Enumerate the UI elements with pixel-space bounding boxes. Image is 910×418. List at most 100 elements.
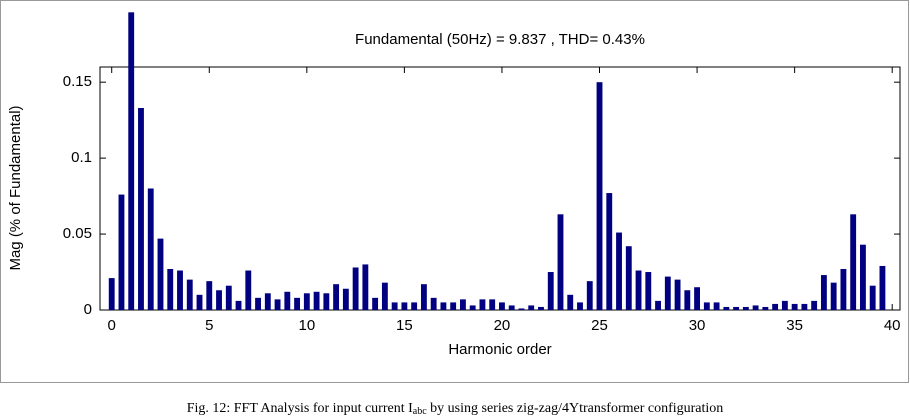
bar [840,268,847,310]
bar [557,214,564,310]
plot-area [99,66,901,311]
x-tick-label: 30 [689,317,706,334]
bar [645,272,652,310]
bar [313,291,320,310]
bar [489,299,496,310]
x-tick-label: 15 [396,317,413,334]
caption-subscript: abc [413,406,427,417]
bar [362,264,369,310]
bar [733,306,740,310]
bar [450,302,457,310]
bar [801,303,808,310]
bar [684,290,691,310]
bar [430,297,437,310]
bar [772,303,779,310]
y-axis-label: Mag (% of Fundamental) [7,105,24,270]
bar [508,305,515,310]
y-tick-label: 0 [84,301,92,318]
bar [606,193,613,310]
bar [635,270,642,310]
bar [460,299,466,310]
bar [245,270,252,310]
bar [206,281,213,310]
bar [713,302,720,310]
bar [703,302,710,310]
bar [323,293,330,310]
bar [479,299,486,310]
bar [284,291,291,310]
bar [401,302,408,310]
bar [723,306,730,310]
bar [742,306,749,310]
bar [547,272,554,310]
bar [391,302,398,310]
caption: Fig. 12: FFT Analysis for input current … [187,401,724,417]
bar [196,294,203,310]
x-tick-label: 0 [108,317,116,334]
bar [381,282,388,310]
bar [440,302,447,310]
bar [469,305,476,310]
bar [762,306,769,310]
bar [294,297,300,310]
bar [235,300,242,310]
bar [577,302,583,310]
bar [303,293,310,310]
bar [616,232,622,310]
bar [850,214,857,310]
bar [186,279,193,310]
bar [255,297,261,310]
bar [528,305,535,310]
bar [372,297,379,310]
bar [118,194,125,310]
caption-text: by using series zig-zag/4Ytransformer co… [427,401,724,416]
bar [147,188,154,310]
bar [655,300,661,310]
bar [586,281,593,310]
caption-text: Fig. 12: FFT Analysis for input current … [187,401,413,416]
x-tick-label: 20 [494,317,511,334]
bar [167,268,174,310]
bar [694,287,700,310]
bar [567,294,574,310]
bar [108,278,115,310]
bar [157,238,164,310]
bar [264,293,271,310]
bar [752,305,759,310]
bar [596,82,603,310]
chart-title: Fundamental (50Hz) = 9.837 , THD= 0.43% [355,31,645,48]
bar [830,282,837,310]
bar [411,302,418,310]
x-tick-label: 40 [884,317,901,334]
bar [216,290,222,310]
bar [128,12,135,310]
bar [860,244,866,310]
bar [342,288,349,310]
x-tick-label: 35 [786,317,803,334]
bar [811,300,818,310]
y-tick-label: 0.05 [63,225,92,242]
x-tick-label: 5 [205,317,213,334]
bar [879,265,886,310]
bar [177,270,183,310]
bar [674,279,681,310]
bar [664,276,671,310]
bar [791,303,798,310]
bar [538,306,544,310]
x-tick-label: 10 [298,317,315,334]
bar [869,285,876,310]
bar [274,299,281,310]
x-axis-label: Harmonic order [448,341,551,358]
bar [352,267,359,310]
y-tick-label: 0.1 [71,149,92,166]
bar [625,246,632,310]
x-tick-label: 25 [591,317,608,334]
bar [138,108,144,310]
bar [420,284,427,310]
bar [333,284,340,310]
bar [225,285,232,310]
bar [781,300,788,310]
bar [518,308,525,310]
bar [499,302,505,310]
